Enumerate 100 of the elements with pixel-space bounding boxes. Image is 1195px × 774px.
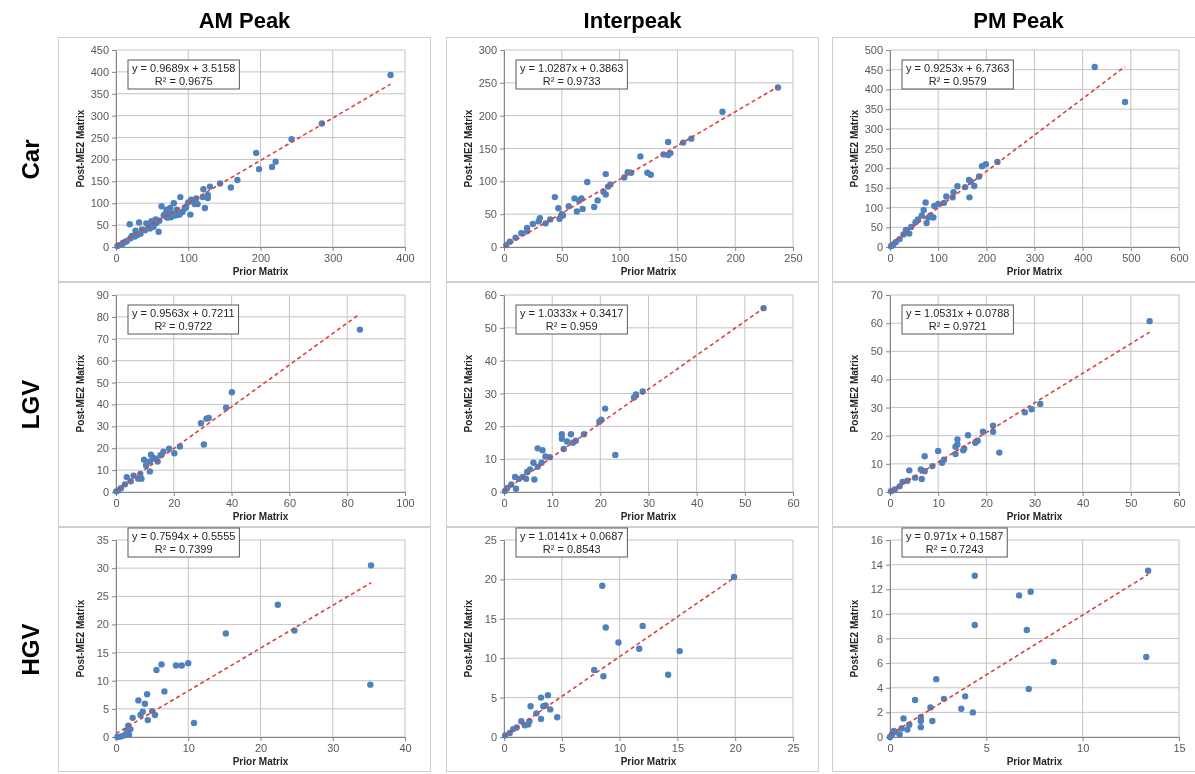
y-tick-label: 200 [90, 153, 109, 166]
y-tick-label: 10 [96, 464, 109, 477]
x-axis-title: Prior Matrix [232, 756, 289, 767]
y-tick-label: 16 [870, 534, 883, 547]
x-tick-label: 400 [396, 251, 415, 264]
text: LGV [17, 379, 44, 430]
y-axis-title: Post-ME2 Matrix [849, 599, 860, 678]
x-tick-label: 100 [929, 251, 948, 264]
y-tick-label: 2 [876, 706, 883, 719]
y-tick-label: 50 [484, 208, 497, 221]
y-tick-label: 5 [490, 691, 497, 704]
y-tick-label: 6 [876, 657, 883, 670]
y-tick-label: 0 [876, 486, 883, 499]
x-tick-label: 40 [1077, 496, 1090, 509]
x-tick-label: 15 [1173, 741, 1186, 754]
x-tick-label: 40 [225, 496, 239, 509]
x-tick-label: 500 [1122, 251, 1141, 264]
y-tick-label: 25 [484, 534, 497, 547]
x-tick-label: 0 [887, 741, 894, 754]
y-tick-label: 100 [90, 197, 109, 210]
annotation: R² = 0.7399 [154, 543, 213, 555]
y-axis-title: Post-ME2 Matrix [75, 109, 86, 188]
y-tick-label: 150 [478, 142, 497, 155]
y-tick-label: 150 [864, 181, 883, 194]
y-tick-label: 70 [96, 332, 109, 345]
text: Car [17, 139, 44, 180]
y-tick-label: 200 [478, 109, 497, 122]
y-tick-label: 80 [96, 310, 109, 323]
y-tick-label: 60 [484, 289, 497, 302]
y-tick-label: 20 [484, 573, 497, 586]
y-tick-label: 0 [102, 486, 109, 499]
y-tick-label: 70 [870, 289, 883, 302]
x-tick-label: 400 [1073, 251, 1093, 264]
x-axis-title: Prior Matrix [232, 266, 289, 277]
y-tick-label: 0 [876, 241, 883, 254]
y-tick-label: 0 [876, 731, 883, 744]
y-tick-label: 40 [870, 373, 883, 386]
y-tick-label: 400 [90, 65, 109, 78]
y-tick-label: 300 [90, 109, 109, 122]
y-tick-label: 300 [864, 122, 883, 135]
y-tick-label: 150 [90, 175, 109, 188]
chart-title: PM Peak [973, 8, 1065, 33]
y-tick-label: 350 [864, 103, 883, 116]
y-tick-label: 100 [478, 175, 497, 188]
x-tick-label: 300 [1025, 251, 1045, 264]
y-tick-label: 12 [870, 583, 883, 596]
annotation: R² = 0.9675 [154, 75, 213, 87]
x-axis-title: Prior Matrix [620, 756, 677, 767]
x-tick-label: 10 [613, 741, 627, 754]
y-tick-label: 20 [870, 429, 883, 442]
y-tick-label: 0 [102, 241, 109, 254]
y-tick-label: 100 [864, 201, 883, 214]
annotation: y = 0.7594x + 0.5555 [132, 530, 236, 542]
x-tick-label: 10 [182, 741, 195, 754]
x-axis-title: Prior Matrix [232, 511, 289, 522]
annotation: y = 0.9563x + 0.7211 [132, 307, 235, 319]
y-tick-label: 250 [90, 131, 109, 144]
y-tick-label: 50 [96, 376, 109, 389]
x-tick-label: 30 [1028, 496, 1042, 509]
x-tick-label: 0 [887, 496, 894, 509]
y-tick-label: 30 [96, 562, 109, 575]
annotation: R² = 0.8543 [542, 543, 601, 555]
y-tick-label: 0 [490, 241, 497, 254]
y-tick-label: 10 [484, 453, 497, 466]
x-tick-label: 0 [501, 251, 508, 264]
y-tick-label: 300 [478, 44, 497, 57]
x-tick-label: 200 [977, 251, 997, 264]
x-tick-label: 10 [1077, 741, 1090, 754]
x-tick-label: 200 [251, 251, 271, 264]
annotation: y = 1.0531x + 0.0788 [906, 307, 1010, 319]
x-tick-label: 20 [980, 496, 993, 509]
annotation: y = 0.971x + 0.1587 [906, 530, 1004, 542]
y-tick-label: 10 [96, 674, 109, 687]
y-tick-label: 30 [870, 401, 883, 414]
annotation: R² = 0.9579 [928, 75, 987, 87]
y-tick-label: 10 [870, 607, 883, 620]
y-tick-label: 8 [876, 632, 883, 645]
x-tick-label: 150 [668, 251, 688, 264]
x-tick-label: 0 [501, 496, 508, 509]
x-axis-title: Prior Matrix [1006, 266, 1063, 277]
y-axis-title: Post-ME2 Matrix [463, 109, 474, 188]
x-tick-label: 40 [691, 496, 704, 509]
text: HGV [17, 623, 44, 676]
y-tick-label: 0 [490, 731, 497, 744]
y-tick-label: 20 [96, 442, 109, 455]
chart-title: Interpeak [583, 8, 683, 33]
y-axis-title: Post-ME2 Matrix [849, 109, 860, 188]
y-tick-label: 50 [484, 321, 497, 334]
x-tick-label: 25 [787, 741, 800, 754]
annotation: y = 1.0141x + 0.0687 [520, 530, 624, 542]
chart-title: AM Peak [198, 8, 292, 33]
x-tick-label: 300 [324, 251, 343, 264]
y-tick-label: 60 [96, 354, 109, 367]
annotation: y = 0.9689x + 3.5158 [132, 62, 236, 74]
y-tick-label: 400 [864, 83, 883, 96]
x-tick-label: 20 [168, 496, 181, 509]
x-tick-label: 80 [341, 496, 354, 509]
y-tick-label: 50 [96, 219, 109, 232]
x-tick-label: 30 [327, 741, 340, 754]
y-tick-label: 90 [96, 289, 109, 302]
